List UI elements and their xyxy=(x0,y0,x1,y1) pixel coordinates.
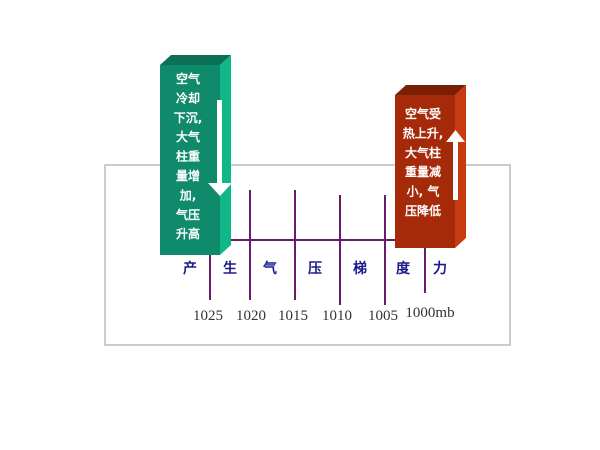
force-label: 产生气压梯度力 xyxy=(183,260,447,277)
isobar-label: 1010 xyxy=(322,308,352,324)
isobar-label: 1005 xyxy=(368,308,398,324)
force-label-char: 生 xyxy=(223,260,237,277)
isobar-label: 1015 xyxy=(278,308,308,324)
frame xyxy=(104,164,511,346)
force-label-char: 度 xyxy=(396,260,411,277)
high-block-text-line: 量增 xyxy=(176,168,200,183)
high-block-text-line: 空气 xyxy=(176,71,200,86)
isobar-lines xyxy=(209,190,426,305)
force-label-char: 压 xyxy=(308,261,322,277)
low-block-text-line: 小, 气 xyxy=(407,184,440,199)
force-label-char: 气 xyxy=(262,260,277,277)
low-block-text-line: 重量减 xyxy=(405,164,441,179)
force-label-char: 产 xyxy=(183,260,197,277)
high-block-text-line: 下沉, xyxy=(174,110,203,125)
low-block-text-line: 压降低 xyxy=(405,203,441,218)
isobar-labels: 1025 1020 1015 1010 1005 1000mb xyxy=(193,305,455,324)
low-block-text-line: 空气受 xyxy=(405,106,441,121)
down-arrow-icon xyxy=(208,100,232,196)
low-block-text-line: 热上升, xyxy=(403,125,444,140)
high-block-text-line: 大气 xyxy=(176,129,200,144)
force-label-char: 力 xyxy=(433,260,447,277)
force-label-char: 梯 xyxy=(353,260,367,277)
isobar-label: 1025 xyxy=(193,308,223,324)
high-block-text-line: 气压 xyxy=(175,207,200,222)
isobar-label: 1000mb xyxy=(405,305,454,321)
high-block-text-line: 加, xyxy=(179,187,197,202)
isobar-label: 1020 xyxy=(236,308,266,324)
up-arrow-icon xyxy=(446,130,465,200)
high-block-text-line: 冷却 xyxy=(176,90,200,105)
high-block-text-line: 升高 xyxy=(176,226,200,241)
high-block-text-line: 柱重 xyxy=(176,149,200,164)
low-block-text-line: 大气柱 xyxy=(405,145,441,160)
